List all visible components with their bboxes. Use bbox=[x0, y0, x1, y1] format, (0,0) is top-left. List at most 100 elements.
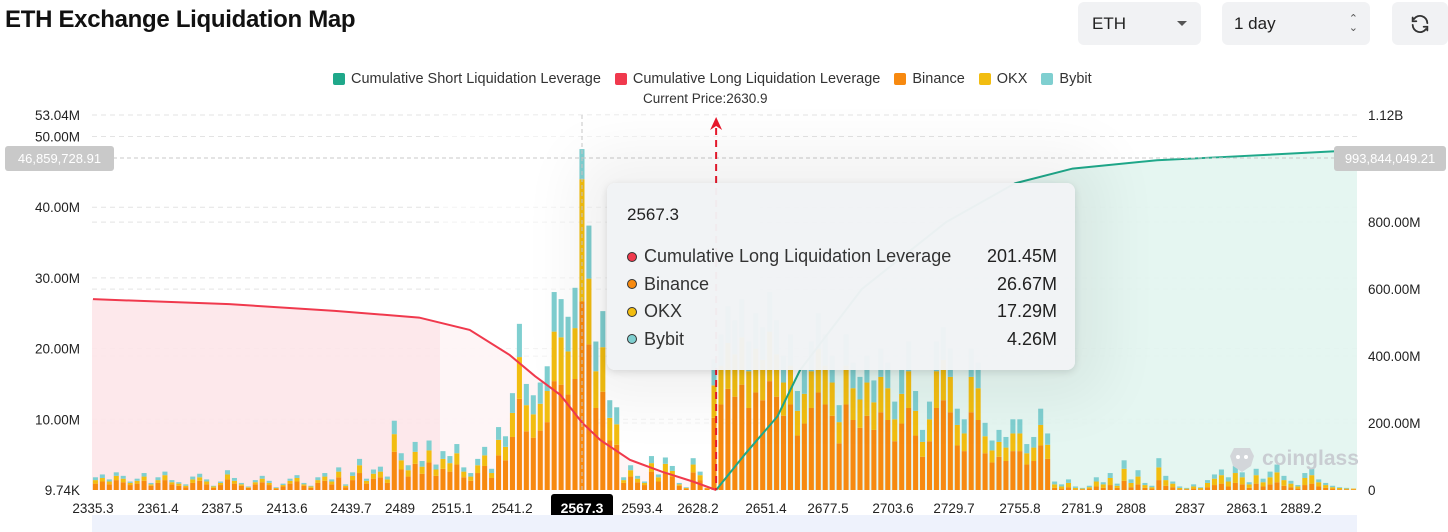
okx-bar bbox=[801, 393, 807, 424]
okx-bar bbox=[1295, 486, 1301, 489]
bybit-bar bbox=[628, 465, 634, 471]
legend-label: OKX bbox=[996, 71, 1028, 87]
okx-bar bbox=[940, 359, 946, 401]
bybit-bar bbox=[600, 311, 606, 348]
tooltip-label: Binance bbox=[644, 273, 710, 294]
okx-bar bbox=[468, 476, 474, 481]
binance-bar bbox=[1239, 484, 1245, 490]
bybit-bar bbox=[1059, 484, 1065, 487]
bybit-bar bbox=[1065, 479, 1072, 483]
okx-bar bbox=[398, 460, 404, 470]
okx-bar bbox=[628, 470, 634, 477]
right-axis-tick: 800.00M bbox=[1368, 215, 1421, 230]
bybit-bar bbox=[683, 487, 689, 488]
binance-bar bbox=[218, 485, 224, 490]
bybit-bar bbox=[1302, 473, 1308, 478]
okx-bar bbox=[933, 371, 939, 408]
okx-bar bbox=[1128, 482, 1134, 488]
okx-bar bbox=[1198, 487, 1204, 490]
okx-bar bbox=[913, 410, 919, 436]
legend-label: Binance bbox=[912, 71, 965, 87]
bybit-bar bbox=[496, 427, 502, 440]
binance-bar bbox=[906, 407, 912, 490]
okx-bar bbox=[544, 391, 550, 423]
bybit-bar bbox=[502, 436, 509, 447]
okx-bar bbox=[1246, 484, 1252, 488]
legend-item[interactable]: Cumulative Long Liquidation Leverage bbox=[614, 71, 880, 87]
symbol-select[interactable]: ETH bbox=[1078, 2, 1201, 45]
okx-bar bbox=[523, 405, 529, 432]
legend-item[interactable]: Bybit bbox=[1041, 71, 1092, 87]
binance-bar bbox=[808, 407, 814, 490]
bybit-bar bbox=[370, 469, 376, 474]
x-axis-tick: 2387.5 bbox=[201, 501, 242, 516]
bybit-bar bbox=[211, 485, 217, 487]
okx-bar bbox=[1239, 477, 1245, 485]
bybit-bar bbox=[350, 472, 356, 476]
okx-bar bbox=[343, 485, 349, 488]
okx-bar bbox=[516, 357, 522, 399]
okx-bar bbox=[961, 433, 967, 452]
bybit-bar bbox=[1038, 408, 1044, 425]
okx-bar bbox=[1059, 486, 1065, 489]
okx-bar bbox=[1114, 485, 1120, 488]
bybit-bar bbox=[224, 470, 231, 475]
okx-bar bbox=[162, 475, 168, 481]
bybit-bar bbox=[1163, 475, 1169, 481]
data-zoom-slider[interactable] bbox=[92, 515, 1357, 532]
binance-bar bbox=[1343, 489, 1350, 490]
long-cumulative-line bbox=[92, 298, 717, 491]
okx-bar bbox=[322, 476, 328, 481]
okx-bar bbox=[947, 376, 953, 413]
refresh-button[interactable] bbox=[1392, 2, 1448, 45]
binance-bar bbox=[343, 487, 349, 490]
okx-bar bbox=[1003, 447, 1009, 462]
binance-bar bbox=[1142, 487, 1148, 490]
time-range-select[interactable]: 1 day ⌃ ⌄ bbox=[1222, 2, 1370, 45]
bybit-bar bbox=[1093, 477, 1099, 482]
tooltip-label: Cumulative Long Liquidation Leverage bbox=[644, 246, 952, 267]
binance-bar bbox=[1156, 480, 1162, 490]
binance-bar bbox=[1114, 487, 1120, 490]
bybit-bar bbox=[1100, 482, 1106, 485]
bybit-bar bbox=[336, 467, 342, 472]
okx-bar bbox=[996, 441, 1002, 457]
binance-bar bbox=[933, 407, 939, 490]
right-axis-tick: 1.12B bbox=[1368, 108, 1403, 123]
binance-bar bbox=[843, 404, 849, 490]
okx-bar bbox=[1309, 475, 1315, 484]
binance-bar bbox=[231, 483, 237, 490]
okx-bar bbox=[273, 487, 279, 489]
bybit-bar bbox=[1211, 474, 1217, 479]
bybit-bar bbox=[885, 362, 891, 389]
okx-bar bbox=[1288, 483, 1294, 488]
bybit-bar bbox=[155, 477, 161, 481]
okx-bar bbox=[315, 480, 321, 483]
legend-item[interactable]: Cumulative Short Liquidation Leverage bbox=[333, 71, 601, 87]
okx-bar bbox=[1225, 481, 1231, 487]
binance-bar bbox=[433, 475, 439, 490]
okx-bar bbox=[787, 365, 794, 405]
binance-bar bbox=[1177, 489, 1183, 490]
binance-bar bbox=[1198, 489, 1204, 490]
bybit-bar bbox=[231, 477, 237, 481]
bybit-bar bbox=[961, 419, 967, 434]
bybit-bar bbox=[607, 400, 613, 418]
okx-bar bbox=[607, 417, 613, 441]
refresh-icon bbox=[1411, 14, 1429, 33]
chevron-updown-icon: ⌃ ⌄ bbox=[1348, 12, 1358, 34]
okx-bar bbox=[280, 485, 286, 487]
binance-bar bbox=[551, 381, 557, 490]
binance-bar bbox=[1086, 488, 1092, 490]
binance-bar bbox=[1135, 484, 1141, 490]
right-axis-tick: 600.00M bbox=[1368, 282, 1421, 297]
bybit-bar bbox=[1184, 487, 1190, 489]
bybit-bar bbox=[106, 479, 112, 482]
okx-bar bbox=[572, 328, 578, 379]
binance-bar bbox=[377, 477, 383, 490]
legend-item[interactable]: OKX bbox=[978, 71, 1028, 87]
bybit-bar bbox=[280, 483, 286, 486]
binance-bar bbox=[850, 420, 856, 490]
legend-item[interactable]: Binance bbox=[894, 71, 965, 87]
binance-bar bbox=[141, 480, 147, 490]
